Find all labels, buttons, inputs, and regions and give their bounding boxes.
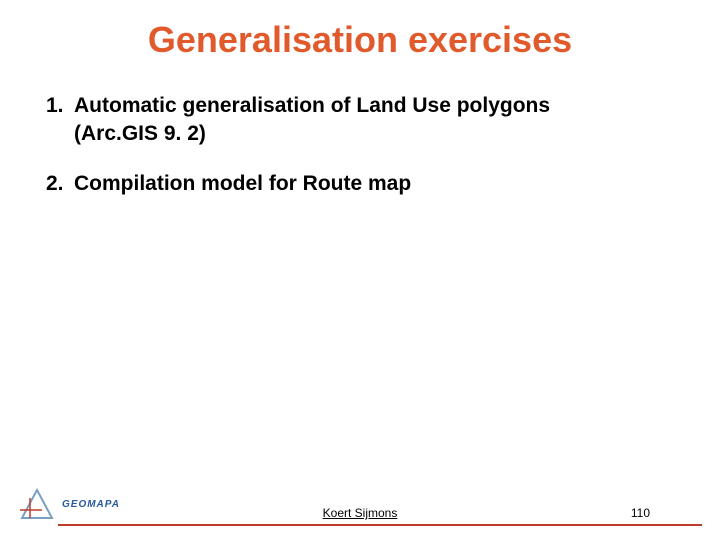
list-item-1-number: 1. [46, 92, 74, 120]
list-item-2-number: 2. [46, 170, 74, 198]
footer-author: Koert Sijmons [323, 506, 398, 520]
content-area: 1.Automatic generalisation of Land Use p… [0, 92, 720, 199]
list-item-1-sub: (Arc.GIS 9. 2) [28, 120, 692, 148]
logo-icon [18, 486, 56, 522]
brand-text: GEOMAPA [62, 499, 120, 510]
footer: GEOMAPA Koert Sijmons 110 [0, 480, 720, 540]
list-item-1: 1.Automatic generalisation of Land Use p… [28, 92, 692, 149]
page-number: 110 [631, 506, 650, 520]
slide: Generalisation exercises 1.Automatic gen… [0, 0, 720, 540]
list-item-2: 2.Compilation model for Route map [28, 170, 692, 198]
slide-title: Generalisation exercises [0, 20, 720, 60]
footer-divider [58, 524, 702, 526]
list-item-2-text: Compilation model for Route map [74, 172, 411, 195]
logo: GEOMAPA [18, 486, 120, 522]
list-item-1-text: Automatic generalisation of Land Use pol… [74, 94, 550, 117]
logo-triangle [22, 490, 52, 518]
